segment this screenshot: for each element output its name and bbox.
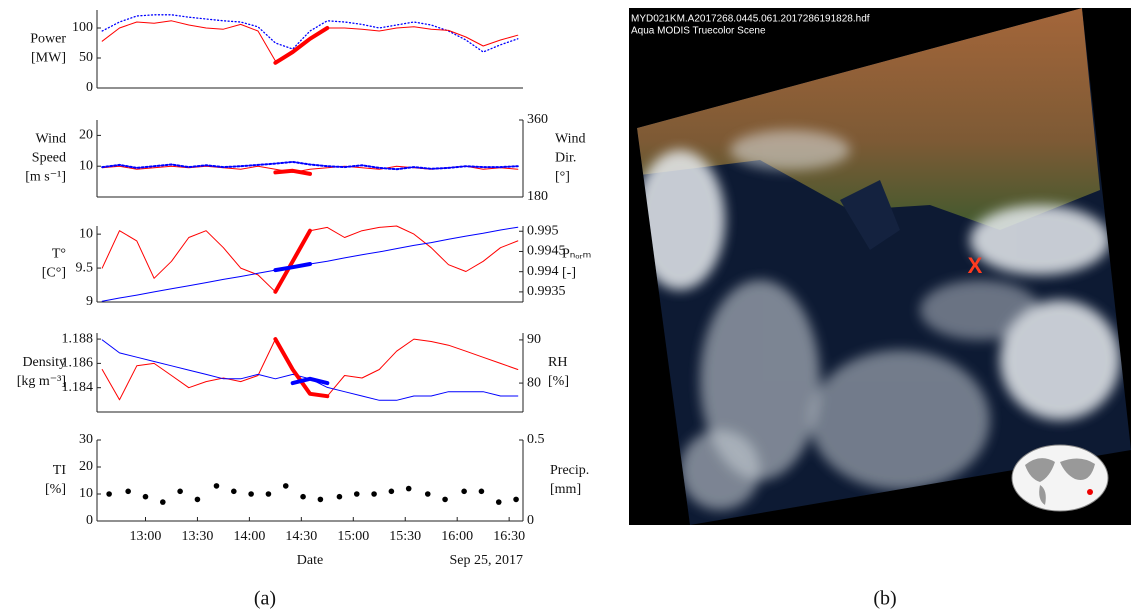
y2-tick-label: 0 (527, 513, 534, 528)
data-point (353, 491, 360, 497)
x-tick-label: 14:30 (285, 529, 317, 544)
data-point (317, 496, 324, 503)
y-tick-label: 9 (86, 294, 93, 309)
y-axis-label: T° (52, 247, 66, 262)
data-point (478, 488, 485, 495)
y2-tick-label: 360 (527, 112, 548, 127)
y-tick-label: 100 (72, 20, 93, 35)
data-line (101, 160, 519, 171)
globe-land (1025, 458, 1095, 505)
x-axis-label: Date (297, 553, 323, 568)
y2-axis-label: Precip. (550, 463, 589, 478)
data-point (265, 491, 272, 497)
y2-axis-label: [-] (562, 266, 576, 281)
data-line (273, 337, 330, 399)
caption: (b) (873, 588, 896, 610)
y2-tick-label: 0.5 (527, 432, 545, 447)
caption: (a) (254, 588, 276, 610)
data-point (424, 491, 431, 497)
y2-axis-label: RH (548, 355, 567, 370)
data-point (405, 485, 412, 492)
data-line (273, 262, 312, 273)
y-tick-label: 0 (86, 80, 93, 95)
y-tick-label: 10 (79, 158, 93, 173)
data-line (273, 168, 312, 176)
y-tick-label: 10 (79, 226, 93, 241)
data-point (336, 493, 343, 500)
y-axis-label: [C°] (42, 266, 66, 281)
y-axis-label: [MW] (31, 51, 66, 66)
data-point (248, 491, 254, 497)
data-point (125, 488, 131, 495)
y-axis-label: [%] (45, 482, 66, 497)
data-point (442, 496, 448, 503)
y-axis-label: Wind (35, 132, 66, 147)
x-tick-label: 13:00 (130, 529, 162, 544)
data-point (461, 488, 467, 495)
y-axis-label: [m s⁻¹] (25, 170, 66, 185)
y-tick-label: 10 (79, 486, 93, 501)
y-tick-label: 0 (86, 513, 93, 528)
y-axis-label: Power (30, 32, 66, 47)
data-point (177, 488, 183, 495)
y2-tick-label: 0.9945 (527, 244, 566, 259)
y2-axis-label: Wind (555, 132, 586, 147)
data-point (106, 491, 112, 497)
data-point (282, 483, 289, 489)
image-title: MYD021KM.A2017268.0445.061.2017286191828… (631, 14, 870, 25)
y-tick-label: 9.5 (76, 260, 94, 275)
data-point (300, 493, 306, 500)
y-axis-label: [kg m⁻³] (17, 374, 66, 389)
x-tick-label: 15:30 (389, 529, 421, 544)
image-subtitle: Aqua MODIS Truecolor Scene (631, 26, 766, 37)
data-point (142, 493, 149, 500)
data-point (194, 496, 201, 503)
y-axis-label: TI (53, 463, 67, 478)
x-tick-label: 14:00 (233, 529, 265, 544)
y-tick-label: 20 (79, 459, 93, 474)
y2-tick-label: 90 (527, 332, 541, 347)
y2-axis-label: [%] (548, 374, 569, 389)
data-point (513, 496, 519, 503)
data-point (388, 488, 395, 495)
y2-axis-label: [mm] (550, 482, 581, 497)
y-tick-label: 1.188 (62, 331, 94, 346)
y-tick-label: 20 (79, 128, 93, 143)
location-marker: X (968, 253, 983, 278)
satellite-image: MYD021KM.A2017268.0445.061.2017286191828… (629, 8, 1131, 525)
data-line (101, 225, 519, 293)
x-tick-label: 15:00 (337, 529, 369, 544)
y2-axis-label: [°] (555, 170, 570, 185)
y2-tick-label: 180 (527, 189, 548, 204)
data-point (160, 499, 166, 505)
data-point (213, 483, 220, 489)
y-tick-label: 1.186 (62, 356, 94, 371)
x-tick-label: 16:00 (441, 529, 473, 544)
data-point (371, 491, 377, 497)
y2-axis-label: Pₙₒᵣₘ (562, 247, 591, 262)
y-tick-label: 1.184 (62, 380, 94, 395)
y2-axis-label: Dir. (555, 151, 576, 166)
data-line (273, 228, 312, 294)
y2-tick-label: 80 (527, 375, 541, 390)
x-tick-label: 13:30 (181, 529, 213, 544)
data-line (273, 26, 330, 65)
y-tick-label: 30 (79, 432, 93, 447)
y2-tick-label: 0.994 (527, 264, 559, 279)
y-tick-label: 50 (79, 50, 93, 65)
data-point (231, 488, 237, 495)
data-point (495, 499, 502, 505)
y-axis-label: Speed (32, 151, 66, 166)
data-line (290, 376, 330, 386)
y2-tick-label: 0.995 (527, 223, 559, 238)
data-line (101, 14, 519, 53)
x-axis-note: Sep 25, 2017 (450, 553, 524, 568)
y-axis-label: Density (22, 355, 66, 370)
location-dot (1087, 489, 1093, 495)
x-tick-label: 16:30 (493, 529, 525, 544)
y2-tick-label: 0.9935 (527, 284, 566, 299)
